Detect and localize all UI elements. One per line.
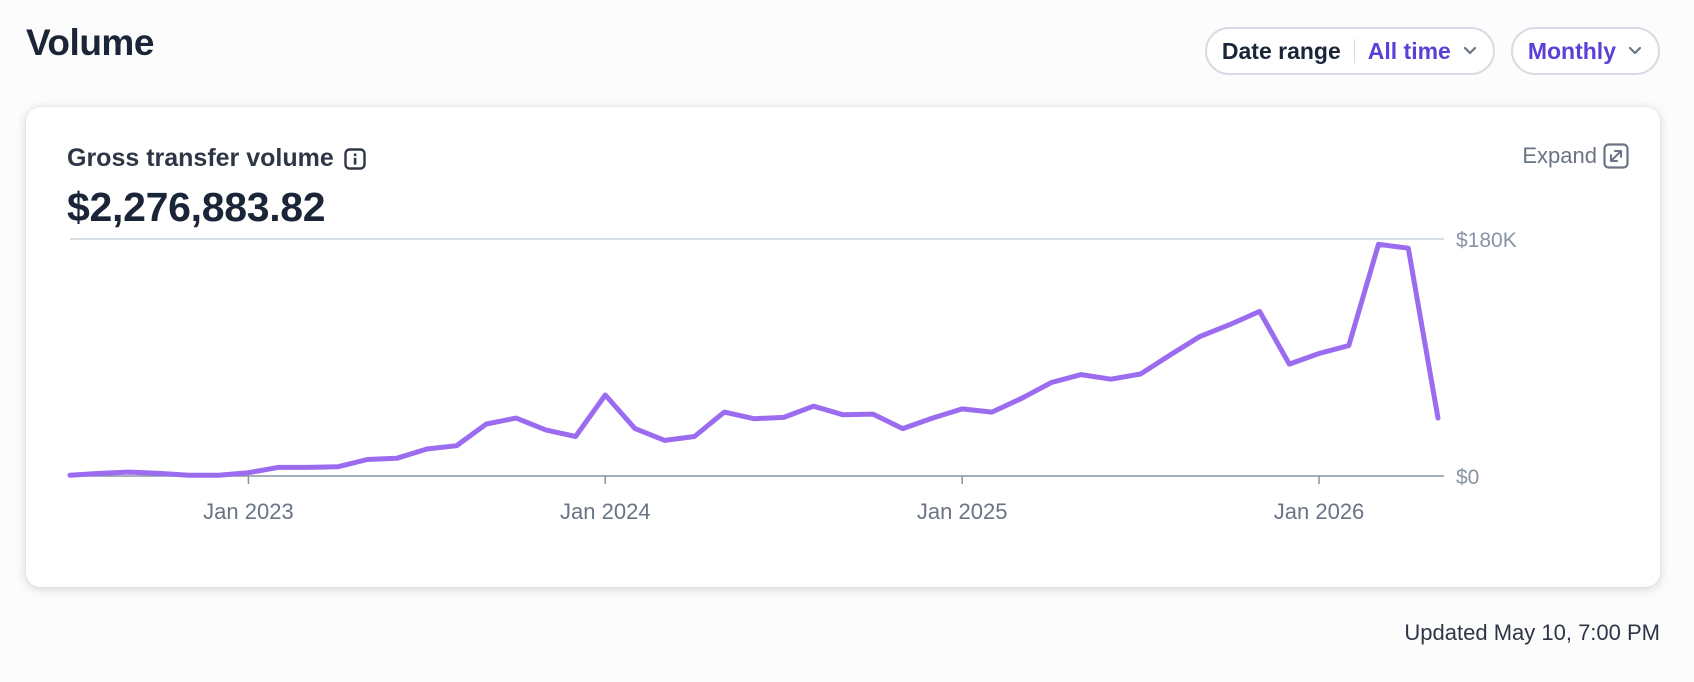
updated-timestamp: Updated May 10, 7:00 PM [1404,620,1660,645]
chevron-down-icon [1463,46,1476,55]
y-tick-label: $0 [1456,466,1479,489]
gross-volume-chart: $0 $180K Jan 2023 Jan 2024 Jan 2025 Jan 2026 [67,229,1517,524]
x-tick-label: Jan 2024 [560,499,651,524]
divider [1353,39,1355,63]
x-tick-label: Jan 2023 [203,499,294,524]
series-line [67,241,1441,478]
date-range-label: Date range [1221,37,1341,64]
chart-card: Gross transfer volume $2,276,883.82 Expa… [26,107,1660,587]
page-title: Volume [26,22,154,63]
date-range-value: All time [1367,37,1451,64]
expand-arrow-icon [1603,143,1629,169]
date-range-select[interactable]: Date range All time [1204,27,1495,75]
expand-label: Expand [1522,143,1597,168]
interval-select[interactable]: Monthly [1510,27,1660,75]
chevron-down-icon [1628,46,1642,55]
y-tick-label: $180K [1456,229,1517,252]
controls: Date range All time Monthly [1204,27,1660,75]
metric-value: $2,276,883.82 [67,184,326,230]
interval-value: Monthly [1527,37,1616,64]
expand-button[interactable]: Expand [1522,143,1629,169]
info-icon[interactable] [344,147,366,170]
metric-title-row: Gross transfer volume [67,144,366,173]
x-tick-label: Jan 2025 [917,499,1008,524]
metric-title: Gross transfer volume [67,144,334,172]
x-tick-label: Jan 2026 [1274,499,1365,524]
